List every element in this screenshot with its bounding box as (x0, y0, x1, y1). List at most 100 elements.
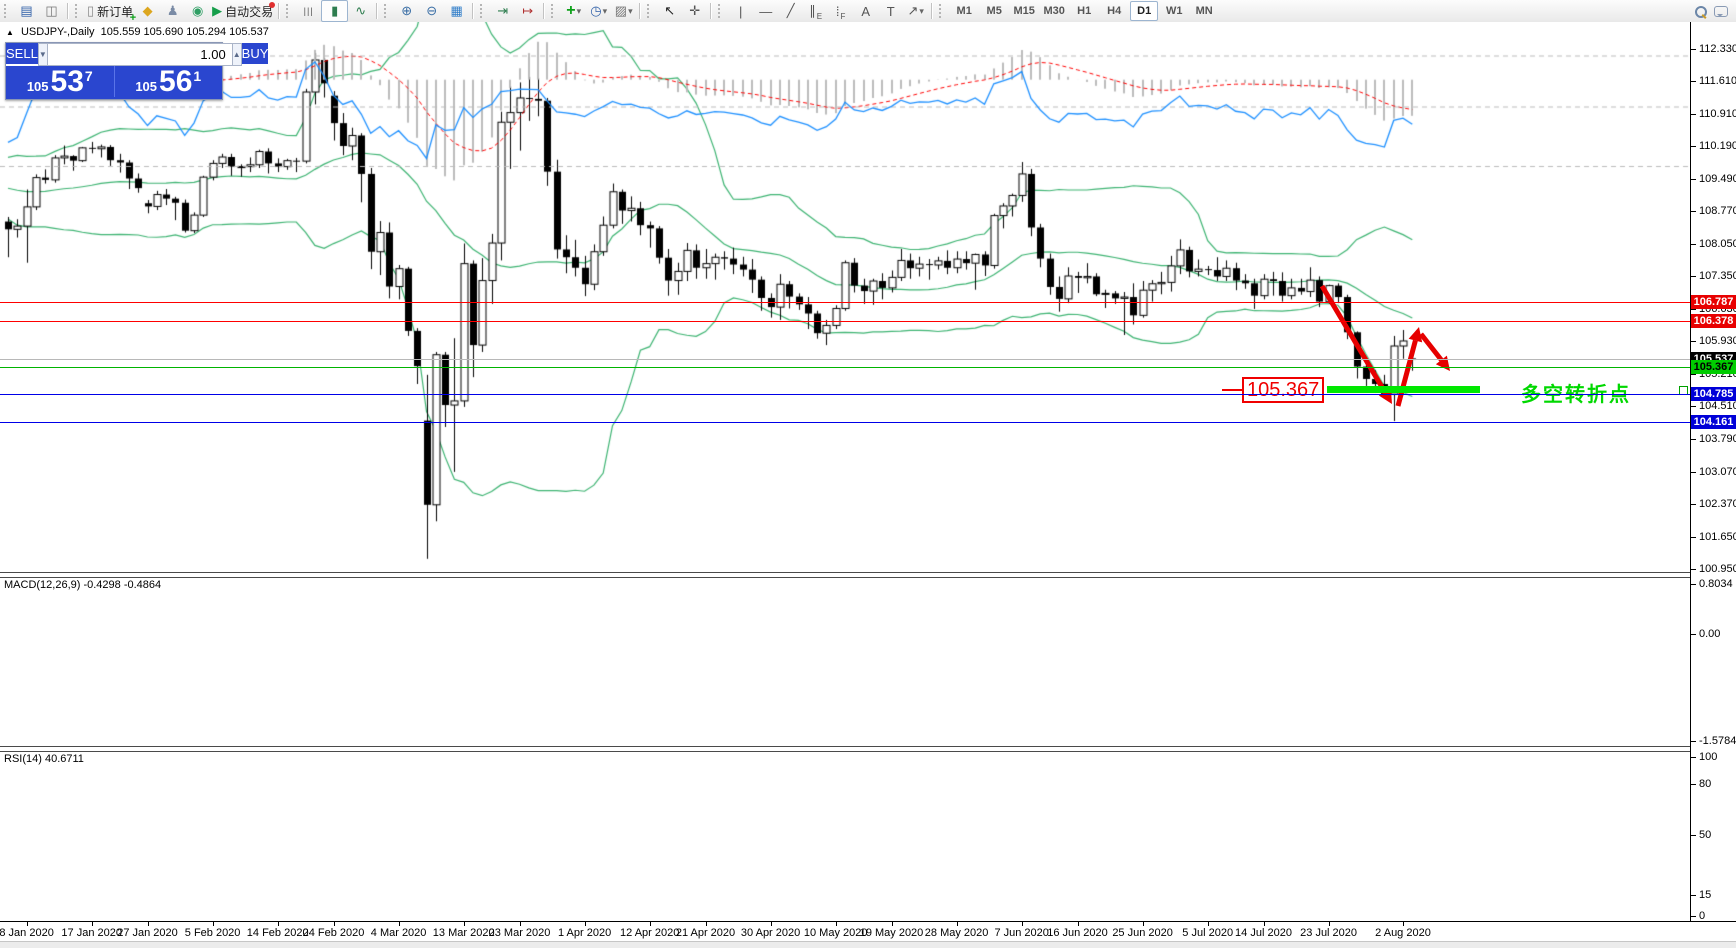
zoom-in-icon[interactable]: ⊕ (401, 3, 413, 18)
periods-icon[interactable]: ◷ ▾ (590, 3, 608, 18)
ask-quote[interactable]: 105 56 1 (115, 66, 223, 97)
timeframe-mn[interactable]: MN (1195, 5, 1213, 17)
bid-quote[interactable]: 105 53 7 (6, 66, 115, 97)
macd-axis-label: -1.5784 (1699, 735, 1736, 747)
price-tick (1691, 48, 1696, 50)
text-icon[interactable]: A (861, 3, 871, 19)
volume-increase-button[interactable]: ▲ (231, 43, 242, 66)
collapse-panel-icon[interactable]: ▲ (6, 28, 14, 37)
buy-button[interactable]: BUY (241, 43, 269, 66)
macd-axis-label: 0.8034 (1699, 578, 1733, 590)
tile-windows-icon[interactable]: ▦ (450, 3, 463, 18)
text-label-icon[interactable]: T (886, 3, 895, 19)
macd-axis-label: 0.00 (1699, 627, 1721, 640)
pivot-annotation-text[interactable]: 多空转折点 (1521, 384, 1631, 406)
window-bottom-strip (0, 941, 1736, 948)
rsi-canvas[interactable] (0, 22, 1690, 192)
rsi-axis-label: 15 (1699, 888, 1712, 901)
timeframe-m5[interactable]: M5 (986, 5, 1002, 17)
ask-main: 56 (159, 65, 193, 98)
date-tick (705, 922, 707, 926)
timeframe-m30[interactable]: M30 (1043, 5, 1065, 17)
templates-icon[interactable]: ▨ ▾ (614, 3, 633, 18)
bar-chart-icon[interactable]: ||| (303, 6, 314, 16)
chart-title: ▲ USDJPY-,Daily 105.559 105.690 105.294 … (6, 26, 269, 38)
pivot-line[interactable] (0, 367, 1690, 368)
chart-shift-icon[interactable]: ↦ (522, 3, 534, 18)
price-flag-label[interactable]: 105.367 (1242, 377, 1325, 403)
price-axis[interactable] (1690, 22, 1736, 941)
date-tick (1263, 922, 1265, 926)
support-line-2[interactable] (0, 422, 1690, 423)
panel-splitter[interactable] (0, 572, 1736, 578)
volume-decrease-button[interactable]: ▼ (37, 43, 48, 66)
market-watch-icon[interactable]: ▤ (20, 3, 33, 18)
timeframe-h4[interactable]: H4 (1107, 5, 1122, 17)
ask-prefix: 105 (135, 79, 158, 94)
timeframe-group: M1 M5 M15 M30 H1 H4 D1 W1 MN (935, 0, 1219, 22)
date-label: 14 Feb 2020 (246, 927, 309, 939)
rsi-tick (1691, 894, 1696, 896)
auto-scroll-icon[interactable]: ⇥ (497, 3, 509, 18)
arrows-tool-icon[interactable]: ↗ ▾ (907, 3, 924, 18)
date-tick (649, 922, 651, 926)
timeframe-d1[interactable]: D1 (1130, 1, 1159, 21)
price-tick (1691, 374, 1696, 376)
toolbar-group: ↖ ✛ (643, 0, 714, 22)
price-tick-label: 101.650 (1699, 531, 1736, 544)
price-tick-label: 104.510 (1699, 400, 1736, 413)
price-tick-label: 105.930 (1699, 335, 1736, 348)
candlestick-chart-icon[interactable]: ▮ (321, 0, 349, 22)
zoom-out-icon[interactable]: ⊖ (426, 3, 438, 18)
resistance-line-1[interactable] (0, 302, 1690, 303)
toolbar: ▤ ◫ ▯ + 新订单 ◆ ♟ ◉ ▶ 自动交易 ||| ▮ ∿ ⊕ ⊖ ▦ ⇥ ↦ + ▾ ◷ ▾ ▨ ▾ ↖ ✛ | ― ╱ ∥ E ⁞ F… (0, 0, 1736, 24)
rsi-axis-label: 80 (1699, 778, 1712, 790)
expert-advisor-icon[interactable]: ♟ (166, 3, 179, 18)
pivot-line-badge: 105.367 (1691, 360, 1736, 374)
panel-splitter[interactable] (0, 746, 1736, 752)
price-flag-connector (1222, 389, 1242, 391)
volume-input[interactable] (47, 43, 232, 66)
price-tick-label: 112.330 (1699, 42, 1736, 55)
data-window-icon[interactable]: ◫ (45, 3, 58, 18)
cursor-icon[interactable]: ↖ (664, 3, 676, 18)
horizontal-line-icon[interactable]: ― (759, 3, 773, 19)
signals-icon[interactable]: ◉ (192, 3, 204, 18)
date-label: 4 Mar 2020 (370, 927, 427, 939)
crosshair-icon[interactable]: ✛ (689, 3, 701, 18)
add-indicator-icon[interactable]: + ▾ (566, 2, 582, 19)
fibonacci-icon[interactable]: ⁞ F (835, 3, 846, 22)
toolbar-group: ||| ▮ ∿ (282, 0, 380, 22)
sell-button[interactable]: SELL (6, 43, 38, 66)
price-tick (1691, 113, 1696, 115)
price-tick (1691, 439, 1696, 441)
support-line-1[interactable] (0, 394, 1690, 395)
price-tick-label: 103.070 (1699, 466, 1736, 479)
timeframe-m1[interactable]: M1 (956, 5, 972, 17)
new-order-icon[interactable]: ▯ + 新订单 (87, 3, 137, 24)
timeframe-w1[interactable]: W1 (1165, 5, 1183, 17)
date-tick (1403, 922, 1404, 926)
autotrading-icon[interactable]: ▶ 自动交易 (212, 2, 276, 19)
resistance-line-2[interactable] (0, 321, 1690, 322)
trendline-icon[interactable]: ╱ (786, 3, 795, 18)
timeframe-h1[interactable]: H1 (1077, 5, 1092, 17)
search-icon[interactable] (1695, 5, 1707, 18)
support-line-1-badge: 104.785 (1691, 387, 1736, 401)
line-chart-icon[interactable]: ∿ (355, 3, 367, 18)
eraser-icon[interactable]: ◆ (142, 3, 153, 18)
price-tick (1691, 211, 1696, 213)
bid-price-line[interactable] (0, 359, 1690, 360)
date-tick (770, 922, 772, 926)
timeframe-m15[interactable]: M15 (1013, 5, 1035, 17)
macd-tick (1691, 584, 1696, 585)
pivot-trendline-segment[interactable] (1327, 386, 1480, 393)
date-tick (891, 922, 893, 926)
chat-icon[interactable] (1714, 5, 1728, 17)
date-axis[interactable]: 8 Jan 2020 17 Jan 2020 27 Jan 2020 5 Feb 20… (0, 921, 1736, 942)
rsi-tick (1691, 784, 1696, 785)
ask-sup: 1 (193, 68, 202, 84)
price-tick (1691, 472, 1696, 474)
channel-icon[interactable]: ∥ E (809, 3, 823, 21)
vertical-line-icon[interactable]: | (738, 3, 743, 19)
